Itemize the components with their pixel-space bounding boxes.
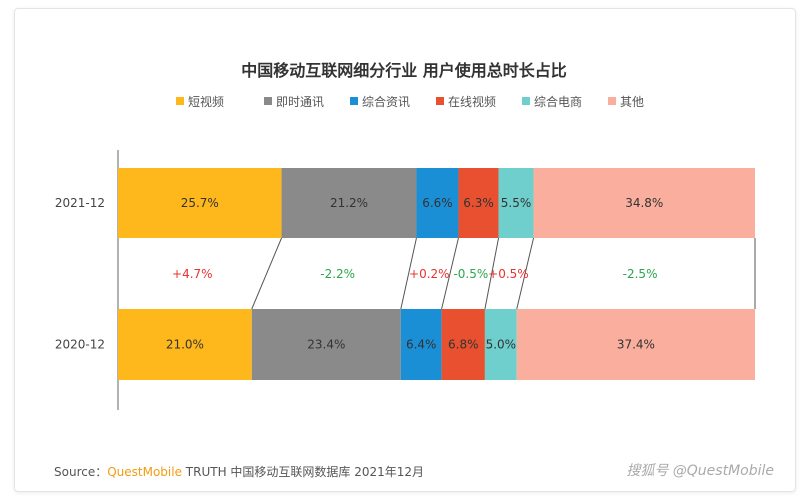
change-label: +0.5% [488, 267, 529, 281]
data-label: 5.0% [486, 338, 517, 352]
data-label: 21.2% [330, 196, 368, 210]
y-tick-label: 2020-12 [55, 338, 105, 352]
legend-swatch [350, 97, 358, 105]
change-label: -2.5% [623, 267, 658, 281]
data-label: 21.0% [166, 338, 204, 352]
bar-segment [416, 168, 459, 238]
change-label: -0.5% [453, 267, 488, 281]
bar-segment [281, 168, 417, 238]
bar-segment [441, 309, 485, 380]
card-frame [14, 8, 796, 492]
legend-label: 其他 [620, 95, 644, 109]
source-prefix: Source： [54, 465, 108, 479]
legend-label: 短视频 [188, 94, 224, 109]
data-label: 23.4% [307, 338, 345, 352]
legend-label: 在线视频 [448, 94, 496, 109]
data-label: 6.3% [463, 196, 494, 210]
legend-swatch [436, 97, 444, 105]
bar-segment [533, 168, 755, 238]
data-label: 5.5% [501, 196, 532, 210]
legend-label: 综合资讯 [362, 94, 410, 109]
source-note: Source：QuestMobile TRUTH 中国移动互联网数据库 2021… [54, 463, 424, 480]
bar-segment [516, 309, 755, 380]
y-tick-label: 2021-12 [55, 196, 105, 210]
change-label: -2.2% [320, 267, 355, 281]
bar-segment [498, 168, 534, 238]
change-label: +4.7% [172, 267, 213, 281]
connector-line [251, 237, 283, 310]
data-label: 6.4% [406, 338, 437, 352]
connector-line [441, 237, 459, 310]
connector-line [400, 237, 417, 310]
bar-segment [251, 309, 401, 380]
bar-segment [118, 309, 252, 380]
data-label: 6.6% [422, 196, 453, 210]
bar-segment [118, 168, 282, 238]
source-brand: QuestMobile [107, 465, 182, 479]
change-label: +0.2% [409, 267, 450, 281]
chart-title: 中国移动互联网细分行业 用户使用总时长占比 [241, 61, 567, 80]
bar-segment [484, 309, 517, 380]
data-label: 34.8% [625, 196, 663, 210]
legend-swatch [176, 97, 184, 105]
source-text: TRUTH 中国移动互联网数据库 2021年12月 [181, 465, 425, 479]
data-label: 37.4% [617, 338, 655, 352]
bar-segment [458, 168, 499, 238]
legend-label: 即时通讯 [276, 95, 324, 109]
bar-segment [400, 309, 442, 380]
legend-swatch [264, 97, 272, 105]
data-label: 6.8% [448, 338, 479, 352]
watermark: 搜狐号 @QuestMobile [626, 463, 774, 479]
data-label: 25.7% [181, 196, 219, 210]
legend-swatch [608, 97, 616, 105]
connector-line [484, 237, 500, 310]
legend-swatch [522, 97, 530, 105]
connector-line [516, 237, 535, 310]
legend-label: 综合电商 [534, 94, 582, 109]
